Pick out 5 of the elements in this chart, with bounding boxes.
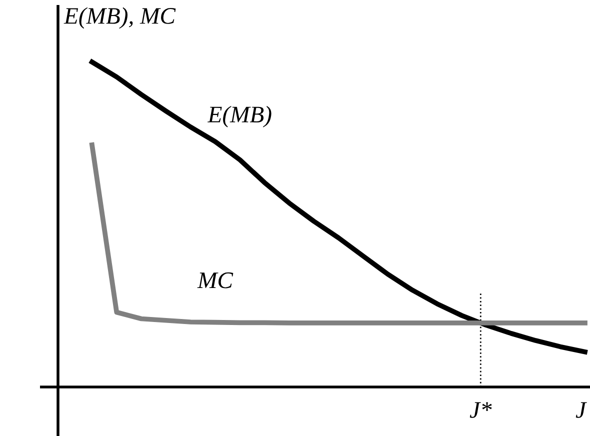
y-axis-title: E(MB), MC [64,7,176,29]
text: J* [470,402,492,418]
series-label: E(MB) [208,106,272,128]
series-label: MC [197,272,234,288]
x-axis-title: J [576,402,587,418]
